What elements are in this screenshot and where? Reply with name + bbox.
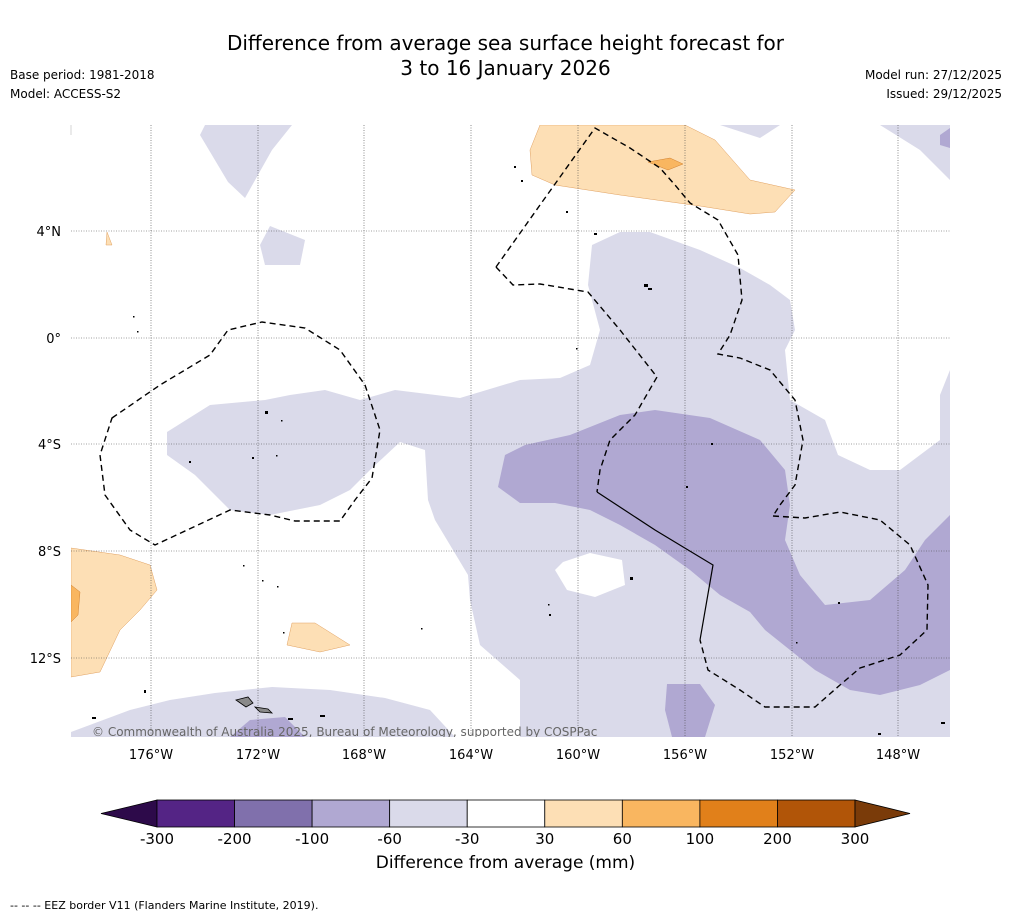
- lon-label: 160°W: [556, 748, 600, 763]
- lat-labels: 4°N 0° 4°S 8°S 12°S: [30, 225, 61, 667]
- lat-label: 4°N: [37, 225, 62, 240]
- title-line-2: 3 to 16 January 2026: [400, 56, 611, 80]
- anomaly-region: [529, 125, 796, 215]
- title-line-1: Difference from average sea surface heig…: [226, 31, 785, 55]
- small-islets: [92, 166, 945, 735]
- lat-label: 8°S: [38, 545, 61, 560]
- anomaly-region: [71, 547, 158, 678]
- eez-legend-footer: -- -- -- EEZ border V11 (Flanders Marine…: [10, 899, 319, 912]
- anomaly-region: [260, 226, 305, 265]
- meta-right: Model run: 27/12/2025 Issued: 29/12/2025: [865, 66, 1002, 104]
- colorbar-tick-label: -200: [218, 830, 252, 848]
- eez-solid-border: [596, 491, 714, 641]
- map-plot-area: © Commonwealth of Australia 2025, Bureau…: [71, 125, 950, 739]
- anomaly-white-hole: [555, 553, 625, 597]
- colorbar-tick-label: 300: [841, 830, 870, 848]
- colorbar-bin: [544, 799, 623, 828]
- lon-label: 152°W: [770, 748, 814, 763]
- colorbar-bin: [389, 799, 468, 828]
- colorbar-tick-label: 200: [763, 830, 792, 848]
- colorbar: -300 -200 -100 -60 -30 30 60 100 200 300: [100, 799, 911, 848]
- colorbar-bin: [466, 799, 546, 828]
- meta-left: Base period: 1981-2018 Model: ACCESS-S2: [10, 66, 155, 104]
- lon-label: 176°W: [129, 748, 173, 763]
- anomaly-region: [498, 410, 950, 695]
- anomaly-region: [720, 125, 780, 138]
- colorbar-over-triangle: [854, 799, 911, 828]
- eez-border: [495, 127, 804, 517]
- colorbar-ticks: -300 -200 -100 -60 -30 30 60 100 200 300: [140, 830, 869, 848]
- graticule: [71, 125, 950, 737]
- colorbar-tick-label: -300: [140, 830, 174, 848]
- lat-label: 0°: [46, 332, 61, 347]
- anomaly-light-orange: [71, 125, 796, 678]
- colorbar-bin: [777, 799, 856, 828]
- anomaly-region: [230, 717, 305, 737]
- eez-border: [99, 321, 381, 546]
- colorbar-bin: [156, 799, 235, 828]
- anomaly-region: [71, 584, 81, 623]
- eez-borders: [99, 127, 929, 708]
- colorbar-tick-label: -30: [455, 830, 480, 848]
- lon-label: 156°W: [663, 748, 707, 763]
- colorbar-tick-label: -60: [377, 830, 402, 848]
- colorbar-bin: [621, 799, 701, 828]
- lat-label: 12°S: [30, 652, 61, 667]
- lon-label: 148°W: [876, 748, 920, 763]
- anomaly-region: [880, 125, 950, 180]
- island: [235, 696, 254, 708]
- colorbar-bin: [311, 799, 391, 828]
- anomaly-region: [665, 684, 715, 737]
- anomaly-region: [286, 622, 351, 653]
- eez-solid-borders: [596, 491, 714, 641]
- eez-border: [495, 266, 658, 493]
- colorbar-label: Difference from average (mm): [375, 853, 636, 873]
- lon-label: 164°W: [449, 748, 493, 763]
- colorbar-tick-label: -100: [295, 830, 329, 848]
- base-period: Base period: 1981-2018: [10, 68, 155, 82]
- issued-date: Issued: 29/12/2025: [886, 87, 1002, 101]
- anomaly-orange: [71, 157, 684, 623]
- colorbar-bin: [234, 799, 313, 828]
- model-run: Model run: 27/12/2025: [864, 68, 1002, 82]
- lat-label: 4°S: [38, 438, 61, 453]
- anomaly-region: [647, 157, 684, 171]
- colorbar-under-triangle: [100, 799, 158, 828]
- anomaly-mid-purple: [230, 128, 950, 737]
- anomaly-region: [940, 128, 950, 148]
- copyright-text: © Commonwealth of Australia 2025, Bureau…: [92, 725, 597, 739]
- colorbar-tick-label: 30: [535, 830, 554, 848]
- lon-label: 172°W: [236, 748, 280, 763]
- island: [253, 706, 274, 714]
- anomaly-region: [200, 125, 292, 198]
- eez-border: [699, 511, 929, 708]
- map-title: Difference from average sea surface heig…: [0, 31, 1011, 81]
- colorbar-tick-label: 60: [613, 830, 632, 848]
- colorbar-bin: [699, 799, 778, 828]
- model-name: Model: ACCESS-S2: [10, 87, 122, 101]
- colorbar-bins: [156, 799, 856, 828]
- colorbar-tick-label: 100: [686, 830, 715, 848]
- anomaly-region: [105, 231, 113, 246]
- islands: [92, 166, 945, 735]
- lon-labels: 176°W 172°W 168°W 164°W 160°W 156°W 152°…: [129, 748, 920, 763]
- lon-label: 168°W: [342, 748, 386, 763]
